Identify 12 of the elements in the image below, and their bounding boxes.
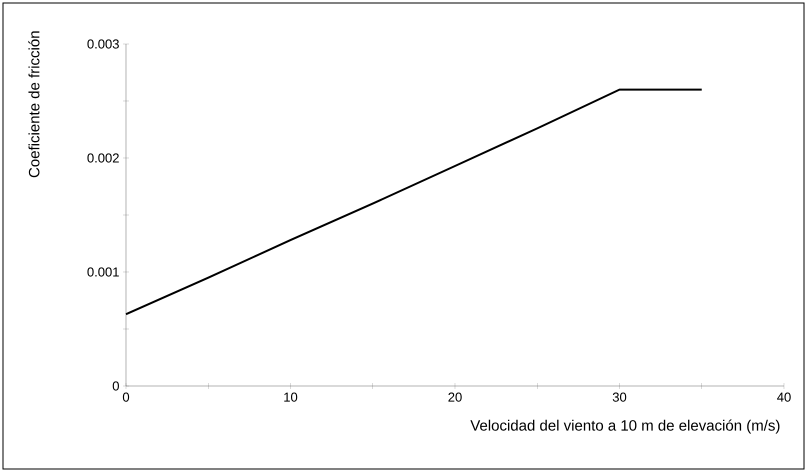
y-tick-label: 0.003 <box>87 39 119 49</box>
x-tick-label: 10 <box>284 392 298 402</box>
x-tick-label: 30 <box>612 392 626 402</box>
x-tick-label: 20 <box>448 392 462 402</box>
line-series <box>125 88 703 316</box>
y-tick-label: 0 <box>112 381 119 391</box>
y-axis-title: Coeficiente de fricción <box>28 31 40 178</box>
y-tick-label: 0.001 <box>87 267 119 277</box>
x-tick-label: 0 <box>122 392 130 402</box>
x-axis-title: Velocidad del viento a 10 m de elevación (m/s) <box>470 420 780 434</box>
y-tick-label: 0.002 <box>87 153 119 163</box>
x-tick-label: 40 <box>777 392 791 402</box>
